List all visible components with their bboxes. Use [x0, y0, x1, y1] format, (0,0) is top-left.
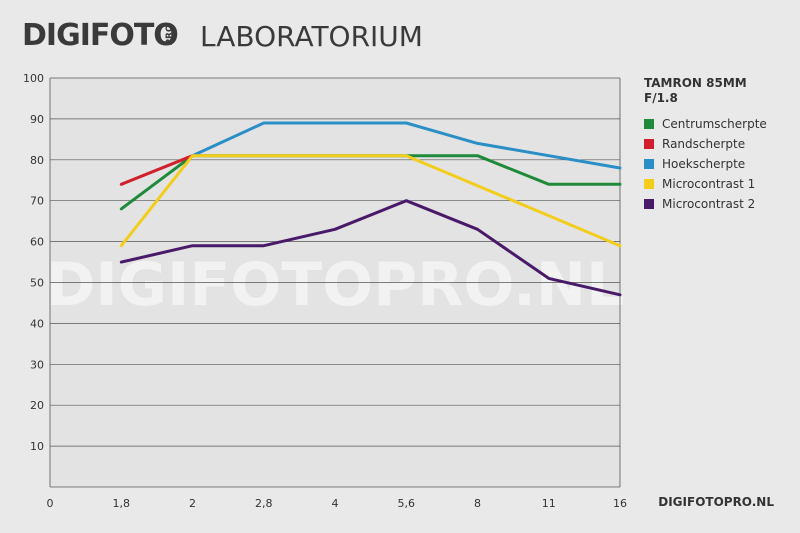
- brand-logo: DIGIFOTO: [22, 18, 179, 53]
- watermark: DIGIFOTOPRO.NL: [46, 250, 625, 320]
- y-tick-label: 70: [30, 195, 44, 208]
- chart-title: TAMRON 85MM F/1.8: [644, 76, 747, 105]
- series-line-hoekscherpte: [191, 121, 622, 170]
- legend: TAMRON 85MM F/1.8 Centrumscherpte Randsch…: [644, 76, 794, 214]
- y-tick-label: 90: [30, 113, 44, 126]
- x-tick-label: 11: [542, 497, 556, 510]
- x-tick-label: 5,6: [398, 497, 416, 510]
- legend-swatch: [644, 199, 654, 209]
- legend-item: Microcontrast 1: [644, 174, 794, 194]
- legend-swatch: [644, 139, 654, 149]
- x-tick-label: 1,8: [113, 497, 131, 510]
- series-line-randscherpte: [119, 154, 194, 186]
- legend-label: Microcontrast 2: [662, 197, 756, 211]
- x-tick-label: 4: [332, 497, 339, 510]
- legend-item: Microcontrast 2: [644, 194, 794, 214]
- y-tick-label: 80: [30, 154, 44, 167]
- x-tick-label: 2,8: [255, 497, 273, 510]
- grid: [49, 77, 621, 488]
- y-tick-labels: 10 20 30 40 50 60 70 80 90 100: [23, 72, 44, 453]
- y-tick-label: 60: [30, 236, 44, 249]
- x-tick-label: 2: [189, 497, 196, 510]
- legend-label: Hoekscherpte: [662, 157, 746, 171]
- legend-swatch: [644, 119, 654, 129]
- legend-item: Randscherpte: [644, 134, 794, 154]
- x-tick-labels: 0 1,8 2 2,8 4 5,6 8 11 16: [47, 497, 628, 510]
- legend-label: Centrumscherpte: [662, 117, 767, 131]
- x-tick-label: 0: [47, 497, 54, 510]
- site-url: DIGIFOTOPRO.NL: [658, 495, 774, 509]
- legend-item: Centrumscherpte: [644, 114, 794, 134]
- y-tick-label: 100: [23, 72, 44, 85]
- y-tick-label: 20: [30, 399, 44, 412]
- legend-item: Hoekscherpte: [644, 154, 794, 174]
- series-line-microcontrast-1: [119, 154, 622, 248]
- y-tick-label: 10: [30, 440, 44, 453]
- x-tick-label: 8: [474, 497, 481, 510]
- legend-items: Centrumscherpte Randscherpte Hoekscherpte M…: [644, 114, 794, 214]
- legend-label: Randscherpte: [662, 137, 746, 151]
- legend-swatch: [644, 179, 654, 189]
- x-tick-label: 16: [613, 497, 627, 510]
- y-tick-label: 40: [30, 317, 44, 330]
- y-tick-label: 30: [30, 358, 44, 371]
- legend-label: Microcontrast 1: [662, 177, 756, 191]
- series-line-microcontrast-2: [119, 199, 622, 297]
- series-lines: [119, 121, 622, 297]
- section-title: LABORATORIUM: [200, 20, 423, 53]
- legend-swatch: [644, 159, 654, 169]
- y-tick-label: 50: [30, 277, 44, 290]
